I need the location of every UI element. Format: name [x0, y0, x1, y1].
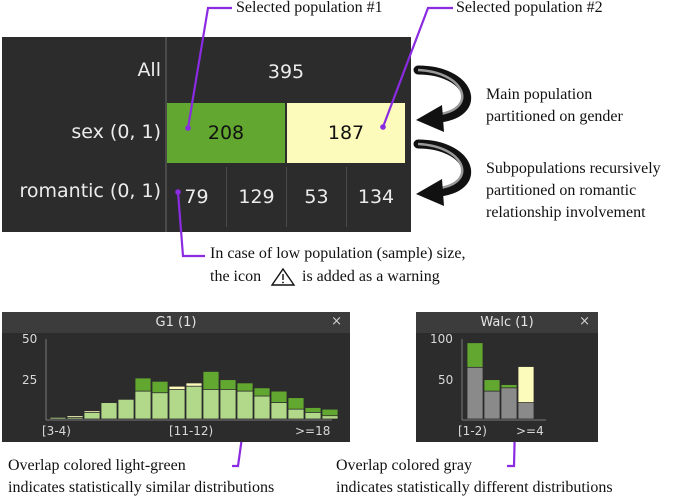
g1-bar-overlap[interactable] — [151, 392, 169, 420]
sex-1-value: 187 — [327, 122, 365, 144]
callout-main-line1: Main population — [486, 86, 593, 103]
g1-y-tick-25: 25 — [22, 373, 38, 387]
g1-bar-overlap[interactable] — [304, 412, 322, 420]
cell-divider — [346, 167, 347, 227]
g1-histogram-chart — [45, 339, 339, 421]
row-label-all: All — [137, 59, 161, 81]
label-divider — [165, 37, 167, 232]
g1-bar-overlap[interactable] — [134, 390, 152, 420]
g1-bar-overlap[interactable] — [202, 389, 220, 420]
walc-y-tick-50: 50 — [438, 373, 454, 387]
g1-bar-overlap[interactable] — [287, 408, 305, 420]
walc-close-icon[interactable]: × — [579, 314, 590, 329]
leader-dot — [175, 189, 181, 195]
callout-sub-line2: partitioned on romantic — [486, 182, 637, 199]
population-tree-panel: All sex (0, 1) romantic (0, 1) 395 208 1… — [2, 37, 411, 232]
all-population-value: 395 — [267, 61, 305, 83]
g1-x-tick-mid: [11-12) — [169, 424, 214, 438]
callout-warning-line2a: the icon — [210, 268, 262, 285]
walc-title-bar[interactable]: Walc (1) — [416, 312, 598, 333]
walc-bar-overlap[interactable] — [466, 366, 484, 420]
curved-arrow-main — [413, 65, 472, 132]
row-label-romantic: romantic (0, 1) — [19, 180, 161, 202]
g1-bar-overlap[interactable] — [253, 395, 271, 420]
g1-bar-overlap[interactable] — [83, 412, 101, 420]
leader-selected-1 — [186, 6, 232, 129]
cell-divider — [226, 167, 227, 227]
romantic-value-1: 79 — [184, 186, 209, 208]
romantic-cell-2[interactable]: 129 — [227, 167, 286, 227]
callout-gray-line1: Overlap colored gray — [336, 457, 472, 474]
callout-warning-line2b: is added as a warning — [302, 268, 440, 285]
g1-bar-overlap[interactable] — [321, 415, 339, 420]
g1-bar-overlap[interactable] — [66, 416, 84, 420]
warning-icon — [270, 267, 296, 286]
callout-warning-line1: In case of low population (sample) size, — [210, 245, 466, 262]
callout-selected-2: Selected population #2 — [456, 0, 603, 16]
leader-warning — [176, 191, 205, 258]
romantic-value-4: 134 — [357, 186, 395, 208]
callout-sub-line3: relationship involvement — [486, 204, 646, 221]
walc-x-tick-start: [1-2) — [458, 424, 487, 438]
callout-lightgreen-line2: indicates statistically similar distribu… — [8, 479, 275, 496]
walc-bar-overlap[interactable] — [500, 387, 518, 420]
curved-arrow-sub — [413, 139, 472, 206]
row-label-sex: sex (0, 1) — [71, 121, 161, 143]
g1-bar-overlap[interactable] — [117, 398, 135, 420]
g1-x-tick-end: >=18 — [295, 424, 331, 438]
g1-bar-overlap[interactable] — [270, 402, 288, 420]
g1-bar-overlap[interactable] — [236, 390, 254, 420]
romantic-value-3: 53 — [304, 186, 329, 208]
walc-histogram-panel: Walc (1) × 100 50 [1-2) >=4 — [416, 312, 598, 442]
romantic-cell-4[interactable]: 134 — [347, 167, 405, 227]
g1-close-icon[interactable]: × — [331, 314, 342, 329]
cell-divider — [286, 167, 287, 227]
g1-x-tick-start: [3-4) — [42, 424, 71, 438]
walc-title: Walc (1) — [480, 315, 534, 330]
leader-selected-2 — [381, 6, 453, 128]
g1-bar-overlap[interactable] — [168, 389, 186, 420]
callout-sub-line1: Subpopulations recursively — [486, 160, 661, 177]
callout-lightgreen-line1: Overlap colored light-green — [8, 457, 186, 474]
g1-title: G1 (1) — [155, 315, 197, 330]
leader-dot — [380, 124, 386, 130]
g1-bar-overlap[interactable] — [100, 402, 118, 420]
walc-histogram-chart — [461, 339, 546, 421]
g1-bar-overlap[interactable] — [219, 389, 237, 420]
romantic-cell-3[interactable]: 53 — [287, 167, 346, 227]
walc-x-tick-end: >=4 — [516, 424, 544, 438]
romantic-value-2: 129 — [238, 186, 275, 208]
sex-0-value: 208 — [207, 122, 245, 144]
sex-1-cell[interactable]: 187 — [287, 103, 405, 163]
all-population-cell[interactable]: 395 — [167, 43, 405, 101]
g1-histogram-panel: G1 (1) × 50 25 [3-4) [11-12) >=18 — [2, 312, 350, 442]
callout-selected-1: Selected population #1 — [236, 0, 383, 16]
sex-0-cell[interactable]: 208 — [167, 103, 285, 163]
romantic-cell-1[interactable]: 79 — [167, 167, 226, 227]
g1-bar-overlap[interactable] — [49, 416, 67, 420]
callout-main-line2: partitioned on gender — [486, 108, 623, 125]
walc-y-tick-100: 100 — [430, 332, 453, 346]
callout-gray-line2: indicates statistically different distri… — [336, 479, 613, 496]
leader-dot — [185, 125, 191, 131]
g1-y-tick-50: 50 — [22, 332, 38, 346]
walc-bar-overlap[interactable] — [483, 390, 501, 420]
g1-title-bar[interactable]: G1 (1) — [2, 312, 350, 333]
walc-bar-overlap[interactable] — [517, 402, 535, 420]
g1-bar-overlap[interactable] — [185, 385, 203, 420]
